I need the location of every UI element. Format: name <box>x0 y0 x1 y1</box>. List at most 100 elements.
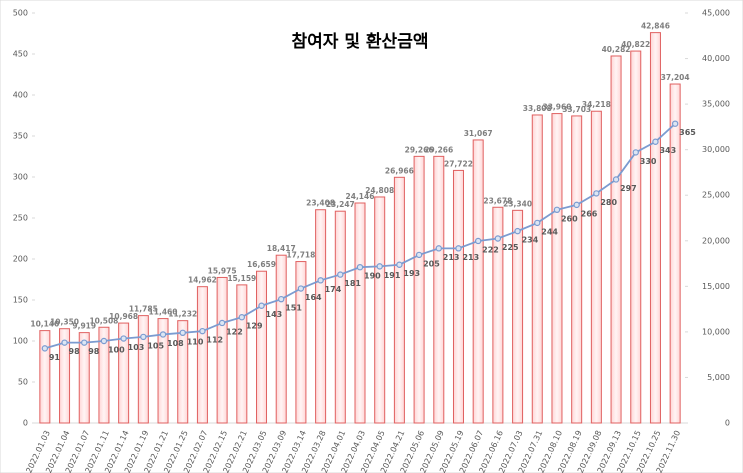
line-value-label: 193 <box>403 269 420 278</box>
bar-value-label: 10,140 <box>30 320 59 329</box>
y-tick-label: 500 <box>13 9 28 18</box>
bar <box>452 169 464 424</box>
bar <box>512 209 524 424</box>
line-marker <box>455 245 462 252</box>
bar <box>472 139 484 424</box>
y-tick-label: 150 <box>13 296 28 305</box>
line-value-label: 343 <box>659 146 676 155</box>
line-value-label: 103 <box>128 343 145 352</box>
line-value-label: 213 <box>462 253 479 262</box>
line-marker <box>671 120 679 127</box>
line-marker <box>140 333 147 341</box>
line-marker <box>218 319 226 327</box>
line-marker <box>573 201 580 209</box>
bar <box>216 276 228 424</box>
bar <box>137 315 149 424</box>
bar-value-label: 27,722 <box>444 159 473 168</box>
line-marker <box>159 331 167 338</box>
line-marker <box>593 190 600 197</box>
line-marker <box>356 264 364 271</box>
bar-value-label: 31,067 <box>464 129 493 138</box>
line-marker <box>632 149 639 156</box>
line-marker <box>415 251 423 259</box>
line-marker <box>376 263 383 270</box>
bar-value-label: 10,508 <box>89 316 118 325</box>
line-marker <box>317 277 324 284</box>
line-value-label: 129 <box>246 322 263 331</box>
bar <box>492 206 504 424</box>
bar-value-label: 34,218 <box>582 100 611 109</box>
y-tick-label: 400 <box>13 91 28 100</box>
line-value-label: 260 <box>561 214 578 223</box>
y-tick-label: 50 <box>18 378 28 387</box>
bar-value-label: 23,340 <box>503 199 532 208</box>
y2-tick-label: 45,000 <box>702 9 730 18</box>
bar <box>374 196 386 424</box>
bar <box>393 176 405 424</box>
bar-value-label: 40,282 <box>602 45 631 54</box>
line-marker <box>534 219 541 227</box>
chart-title: 참여자 및 환산금액 <box>292 31 429 52</box>
bar-value-label: 40,822 <box>621 40 650 49</box>
line-marker <box>474 237 482 245</box>
line-value-label: 297 <box>620 184 637 193</box>
bar-value-label: 42,846 <box>641 22 670 31</box>
line-marker <box>435 245 442 252</box>
bar-value-label: 15,159 <box>227 274 256 283</box>
bar <box>531 114 543 424</box>
line-marker <box>258 302 265 309</box>
y-tick-label: 0 <box>23 419 28 428</box>
line-marker <box>278 295 285 303</box>
bar <box>177 320 189 424</box>
line-value-label: 280 <box>600 198 617 207</box>
line-marker <box>337 271 344 278</box>
line-value-label: 112 <box>206 336 223 345</box>
line-marker <box>179 329 186 336</box>
bar <box>669 83 681 424</box>
line-marker <box>238 314 246 321</box>
bar-value-label: 10,968 <box>109 312 138 321</box>
bar-value-label: 37,204 <box>661 73 690 82</box>
bar-value-label: 14,962 <box>188 276 217 285</box>
bar-value-label: 24,808 <box>365 186 394 195</box>
bar-value-label: 11,460 <box>149 308 178 317</box>
y-tick-label: 250 <box>13 214 28 223</box>
bar <box>196 286 208 424</box>
bar-value-label: 11,785 <box>129 305 158 314</box>
line-value-label: 122 <box>226 327 243 336</box>
line-value-label: 191 <box>384 271 401 280</box>
bar <box>295 261 307 424</box>
line-value-label: 143 <box>266 310 283 319</box>
bar-value-label: 33,960 <box>542 103 571 112</box>
line-value-label: 266 <box>581 209 598 218</box>
bar-value-label: 17,718 <box>286 251 315 260</box>
bar-value-label: 15,975 <box>208 266 237 275</box>
bar <box>98 326 110 424</box>
line-marker <box>612 176 620 183</box>
line-marker <box>81 339 88 346</box>
line-marker <box>396 261 403 268</box>
bar-value-label: 23,408 <box>306 199 335 208</box>
bar-value-label: 29,266 <box>424 145 453 154</box>
line-value-label: 164 <box>305 293 322 302</box>
bar <box>39 330 51 424</box>
y2-tick-label: 20,000 <box>702 236 730 245</box>
line-marker <box>514 227 521 235</box>
bar <box>78 332 90 424</box>
line-marker <box>100 337 108 345</box>
line-value-label: 174 <box>325 285 342 294</box>
line-value-label: 151 <box>285 304 302 313</box>
bar-value-label: 11,232 <box>168 310 197 319</box>
line-value-label: 205 <box>423 259 440 268</box>
line-marker <box>41 345 49 352</box>
bar <box>157 318 169 424</box>
bar-value-label: 24,146 <box>346 192 375 201</box>
bar <box>649 32 661 424</box>
y-tick-label: 450 <box>13 50 28 59</box>
y-tick-label: 350 <box>13 132 28 141</box>
line-marker <box>494 235 502 242</box>
bar-value-label: 29,266 <box>405 145 434 154</box>
line-value-label: 98 <box>69 347 81 356</box>
